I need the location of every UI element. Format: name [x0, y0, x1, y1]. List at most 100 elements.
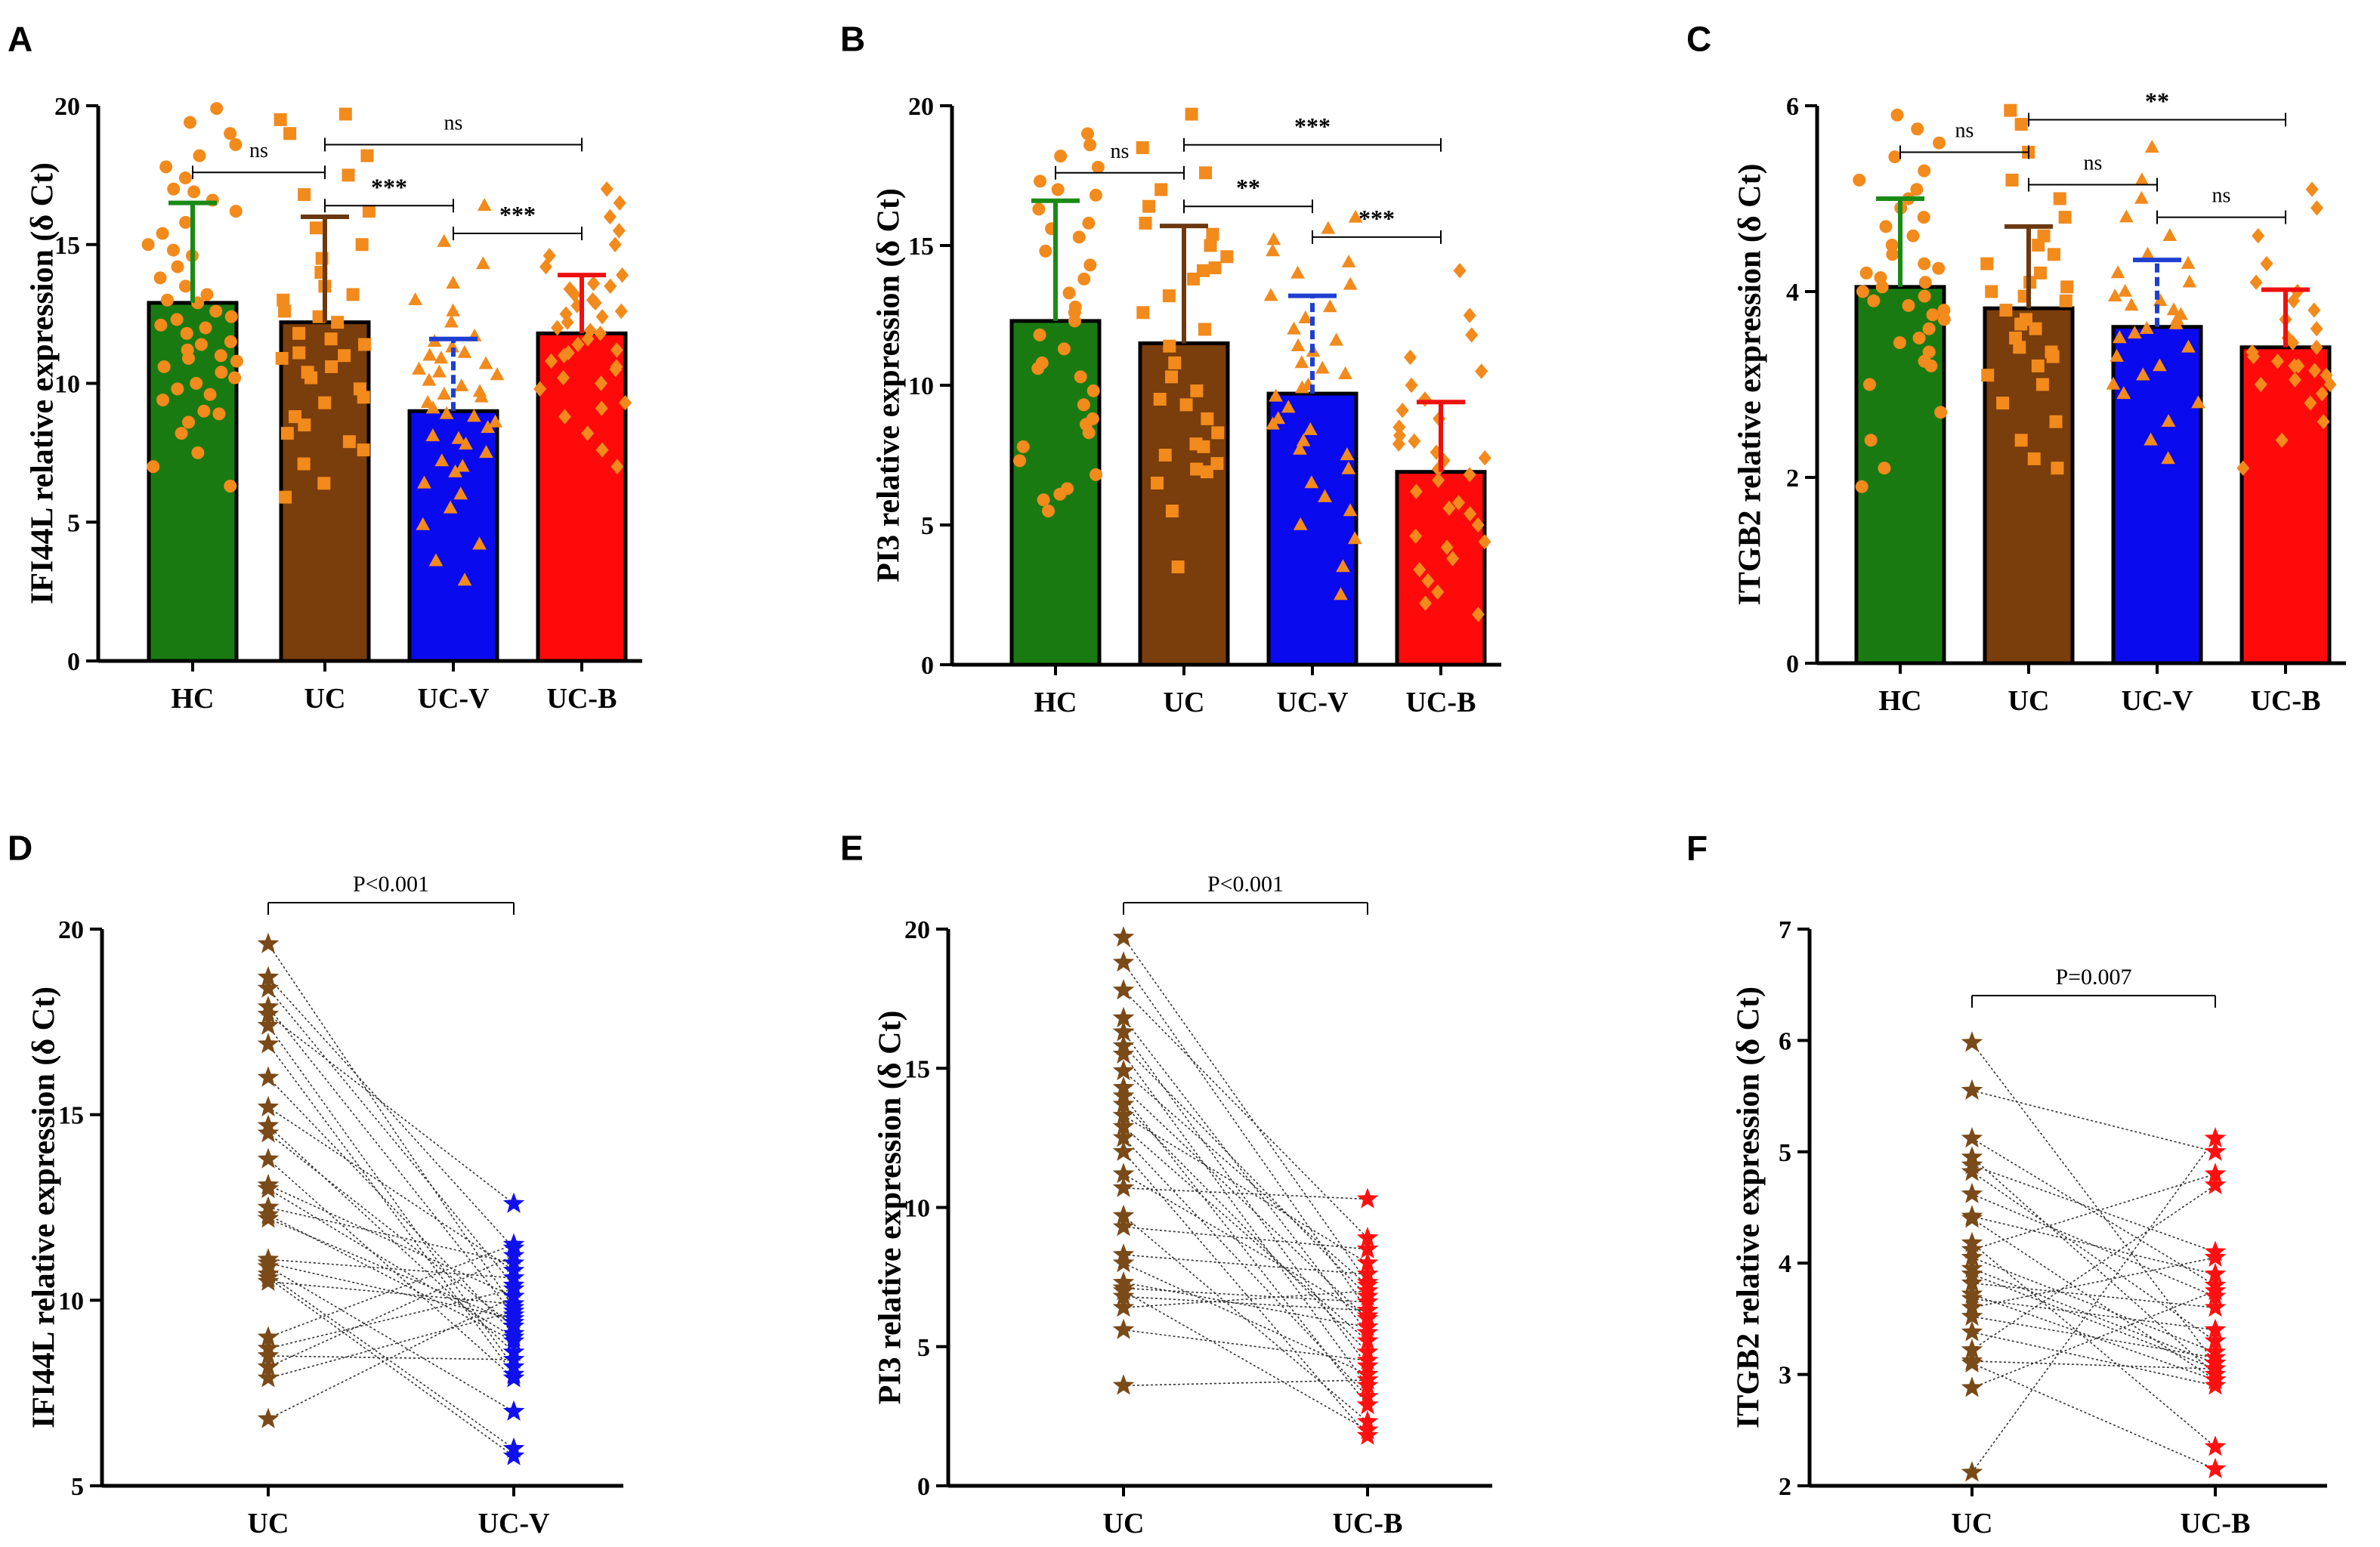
data-point [2059, 294, 2072, 307]
star-point [1961, 1127, 1983, 1148]
data-point [318, 396, 332, 409]
data-point [298, 188, 311, 202]
data-point [229, 205, 243, 218]
pair-line [267, 1258, 515, 1279]
star-point [257, 1207, 280, 1228]
data-point [2060, 280, 2074, 294]
data-point [2112, 330, 2127, 344]
data-point [1089, 188, 1102, 202]
data-point [443, 500, 458, 514]
pair-line [267, 988, 515, 1286]
data-point [1885, 239, 1899, 252]
star-point [1356, 1252, 1379, 1273]
data-point [444, 314, 459, 328]
data-point [355, 238, 369, 252]
data-point [298, 418, 311, 432]
pair-line [267, 1025, 515, 1368]
data-point [2275, 432, 2289, 448]
data-point [1471, 517, 1485, 533]
data-point [1933, 136, 1946, 150]
data-point [1083, 138, 1097, 152]
data-point [2249, 274, 2263, 290]
data-point [160, 293, 174, 307]
y-tick-label: 15 [58, 1102, 84, 1130]
data-point [488, 414, 503, 428]
data-point [1421, 573, 1435, 589]
data-point [2136, 367, 2150, 381]
data-point [1453, 263, 1467, 279]
data-point [1179, 398, 1193, 412]
data-point [2166, 302, 2181, 316]
x-tick-label: UC-V [478, 1508, 551, 1539]
data-point [1451, 495, 1465, 511]
data-point [1934, 406, 1948, 419]
data-point [1464, 506, 1477, 522]
data-point [2246, 344, 2259, 360]
y-tick-label: 5 [917, 1334, 930, 1362]
data-point [1906, 229, 1920, 242]
x-tick-label: UC [1103, 1508, 1145, 1539]
data-point [1074, 370, 1087, 384]
data-point [1139, 216, 1152, 230]
data-point [1051, 183, 1065, 196]
pair-line [1123, 1045, 1368, 1297]
y-tick-label: 10 [58, 1287, 84, 1315]
star-point [2204, 1318, 2227, 1339]
data-point [1068, 306, 1081, 320]
y-tick-label: 6 [1786, 93, 1799, 121]
data-point [1037, 493, 1050, 507]
data-point [2139, 321, 2154, 334]
pair-line [1123, 1290, 1368, 1431]
data-point [2144, 140, 2159, 153]
data-point [2014, 317, 2028, 331]
data-point [224, 479, 237, 493]
data-point [224, 310, 238, 323]
pair-line [267, 1255, 515, 1368]
data-point [1937, 313, 1951, 326]
data-point [2144, 432, 2158, 446]
data-point [1211, 426, 1225, 440]
star-point [1112, 1140, 1135, 1161]
data-point [559, 306, 573, 322]
data-point [1293, 441, 1307, 455]
data-point [417, 475, 431, 489]
data-point [1996, 397, 2010, 410]
pair-line [1971, 1042, 2216, 1364]
data-point [2045, 345, 2058, 359]
pair-line [267, 1014, 515, 1205]
star-point [1356, 1280, 1379, 1301]
star-point [1112, 1176, 1135, 1197]
data-point [346, 288, 360, 301]
pair-line [267, 1107, 515, 1271]
pair-line [1123, 1104, 1368, 1353]
data-point [604, 278, 617, 295]
data-point [1340, 447, 1355, 461]
data-point [1855, 480, 1868, 493]
data-point [224, 335, 237, 348]
y-tick-label: 5 [921, 512, 934, 540]
data-point [476, 256, 490, 270]
data-point [180, 326, 193, 340]
data-point [610, 342, 623, 358]
data-point [595, 400, 608, 416]
star-point [257, 1252, 280, 1273]
data-point [1980, 257, 1994, 270]
data-point [451, 431, 466, 444]
data-point [432, 364, 447, 378]
data-point [448, 464, 462, 477]
data-point [437, 233, 452, 247]
data-point [1874, 271, 1887, 285]
pair-line [1123, 1295, 1368, 1311]
star-point [502, 1192, 525, 1213]
pair-line [1123, 990, 1368, 1239]
data-point [1853, 173, 1866, 187]
data-point [1294, 355, 1309, 369]
pvalue-label: P<0.001 [1207, 872, 1284, 897]
star-point [1961, 1320, 1983, 1342]
data-point [1867, 294, 1881, 307]
star-point [257, 965, 280, 987]
data-point [2049, 415, 2063, 428]
pair-line [1123, 1087, 1368, 1320]
y-tick-label: 7 [1779, 916, 1791, 944]
data-point [2181, 339, 2196, 353]
